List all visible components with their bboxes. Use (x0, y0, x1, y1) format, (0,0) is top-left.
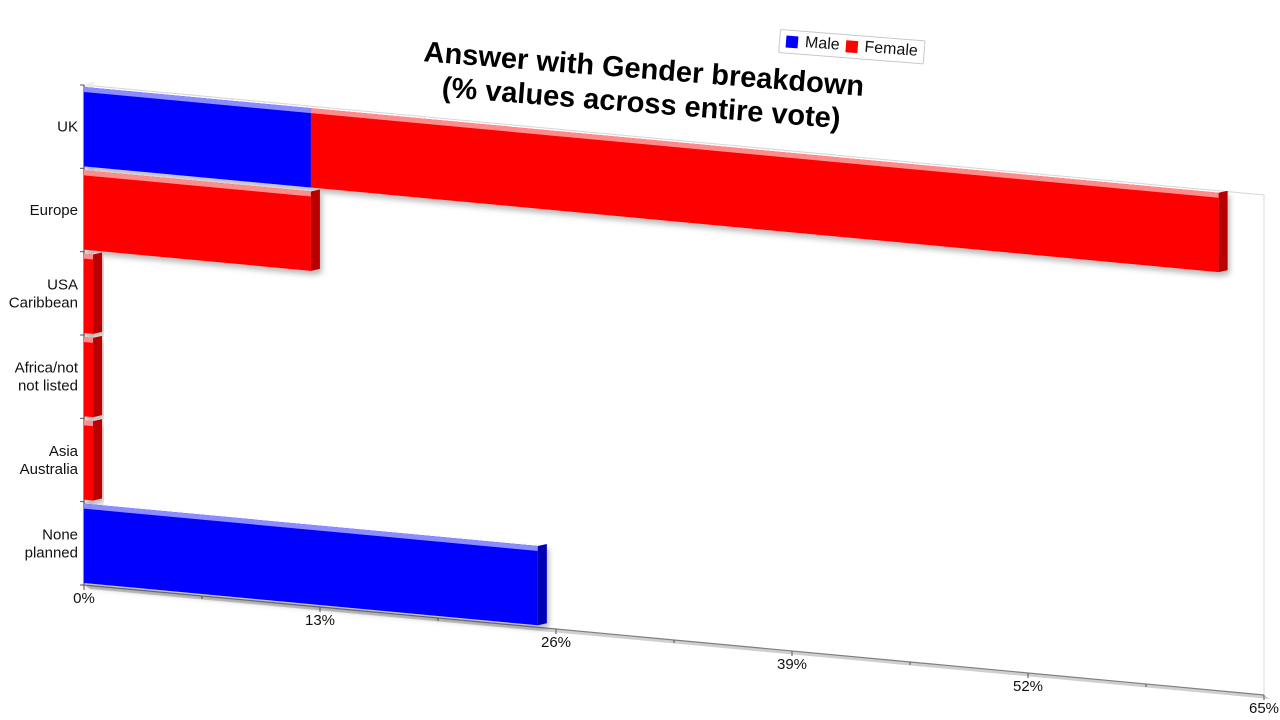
bar-end-cap (93, 252, 103, 334)
legend-label-female: Female (863, 38, 919, 60)
legend-swatch-female (845, 40, 858, 54)
bar-face (84, 87, 311, 188)
bar-end-cap (93, 419, 103, 501)
bar-female (84, 170, 320, 271)
bar-top-highlight (84, 253, 94, 260)
bar-female (84, 252, 103, 334)
bar-top-highlight (84, 420, 94, 427)
y-tick-label: USA Caribbean (9, 276, 78, 311)
bar-top-highlight (84, 503, 538, 551)
x-tick-label: 39% (777, 656, 807, 673)
x-tick-label: 26% (541, 634, 571, 651)
y-tick-label: Europe (30, 202, 78, 219)
bar-end-cap (93, 335, 103, 418)
bar-top-highlight (84, 87, 311, 114)
bar-face (84, 170, 311, 271)
bar-end-cap (1218, 190, 1228, 273)
bar-top-highlight (84, 337, 94, 343)
bar-face (84, 253, 94, 334)
bar-face (84, 420, 94, 501)
plot-floor (84, 585, 1270, 699)
y-tick-label: Africa/not not listed (15, 360, 79, 395)
x-tick-label: 52% (1013, 678, 1043, 695)
bar-female (310, 108, 1228, 273)
legend-swatch-male (785, 35, 799, 49)
bar-face (310, 108, 1219, 273)
bar-face (84, 503, 538, 626)
legend-item-female: Female (845, 37, 919, 61)
bar-end-cap (537, 543, 547, 626)
bar-face (84, 337, 94, 418)
legend-item-male: Male (785, 33, 840, 55)
x-tick-label: 13% (305, 612, 335, 629)
bar-male (84, 503, 547, 626)
bar-top-highlight (84, 170, 311, 197)
legend-label-male: Male (804, 34, 841, 54)
bar-female (84, 335, 103, 418)
bar-female (84, 419, 103, 501)
y-tick-label: None planned (25, 526, 78, 561)
bar-end-cap (310, 189, 320, 271)
bar-top-highlight (310, 108, 1219, 198)
bar-male (84, 87, 311, 188)
y-tick-label: UK (57, 119, 78, 136)
y-tick-label: Asia Australia (20, 443, 79, 478)
x-tick-label: 0% (73, 590, 95, 607)
x-tick-label: 65% (1249, 700, 1279, 717)
